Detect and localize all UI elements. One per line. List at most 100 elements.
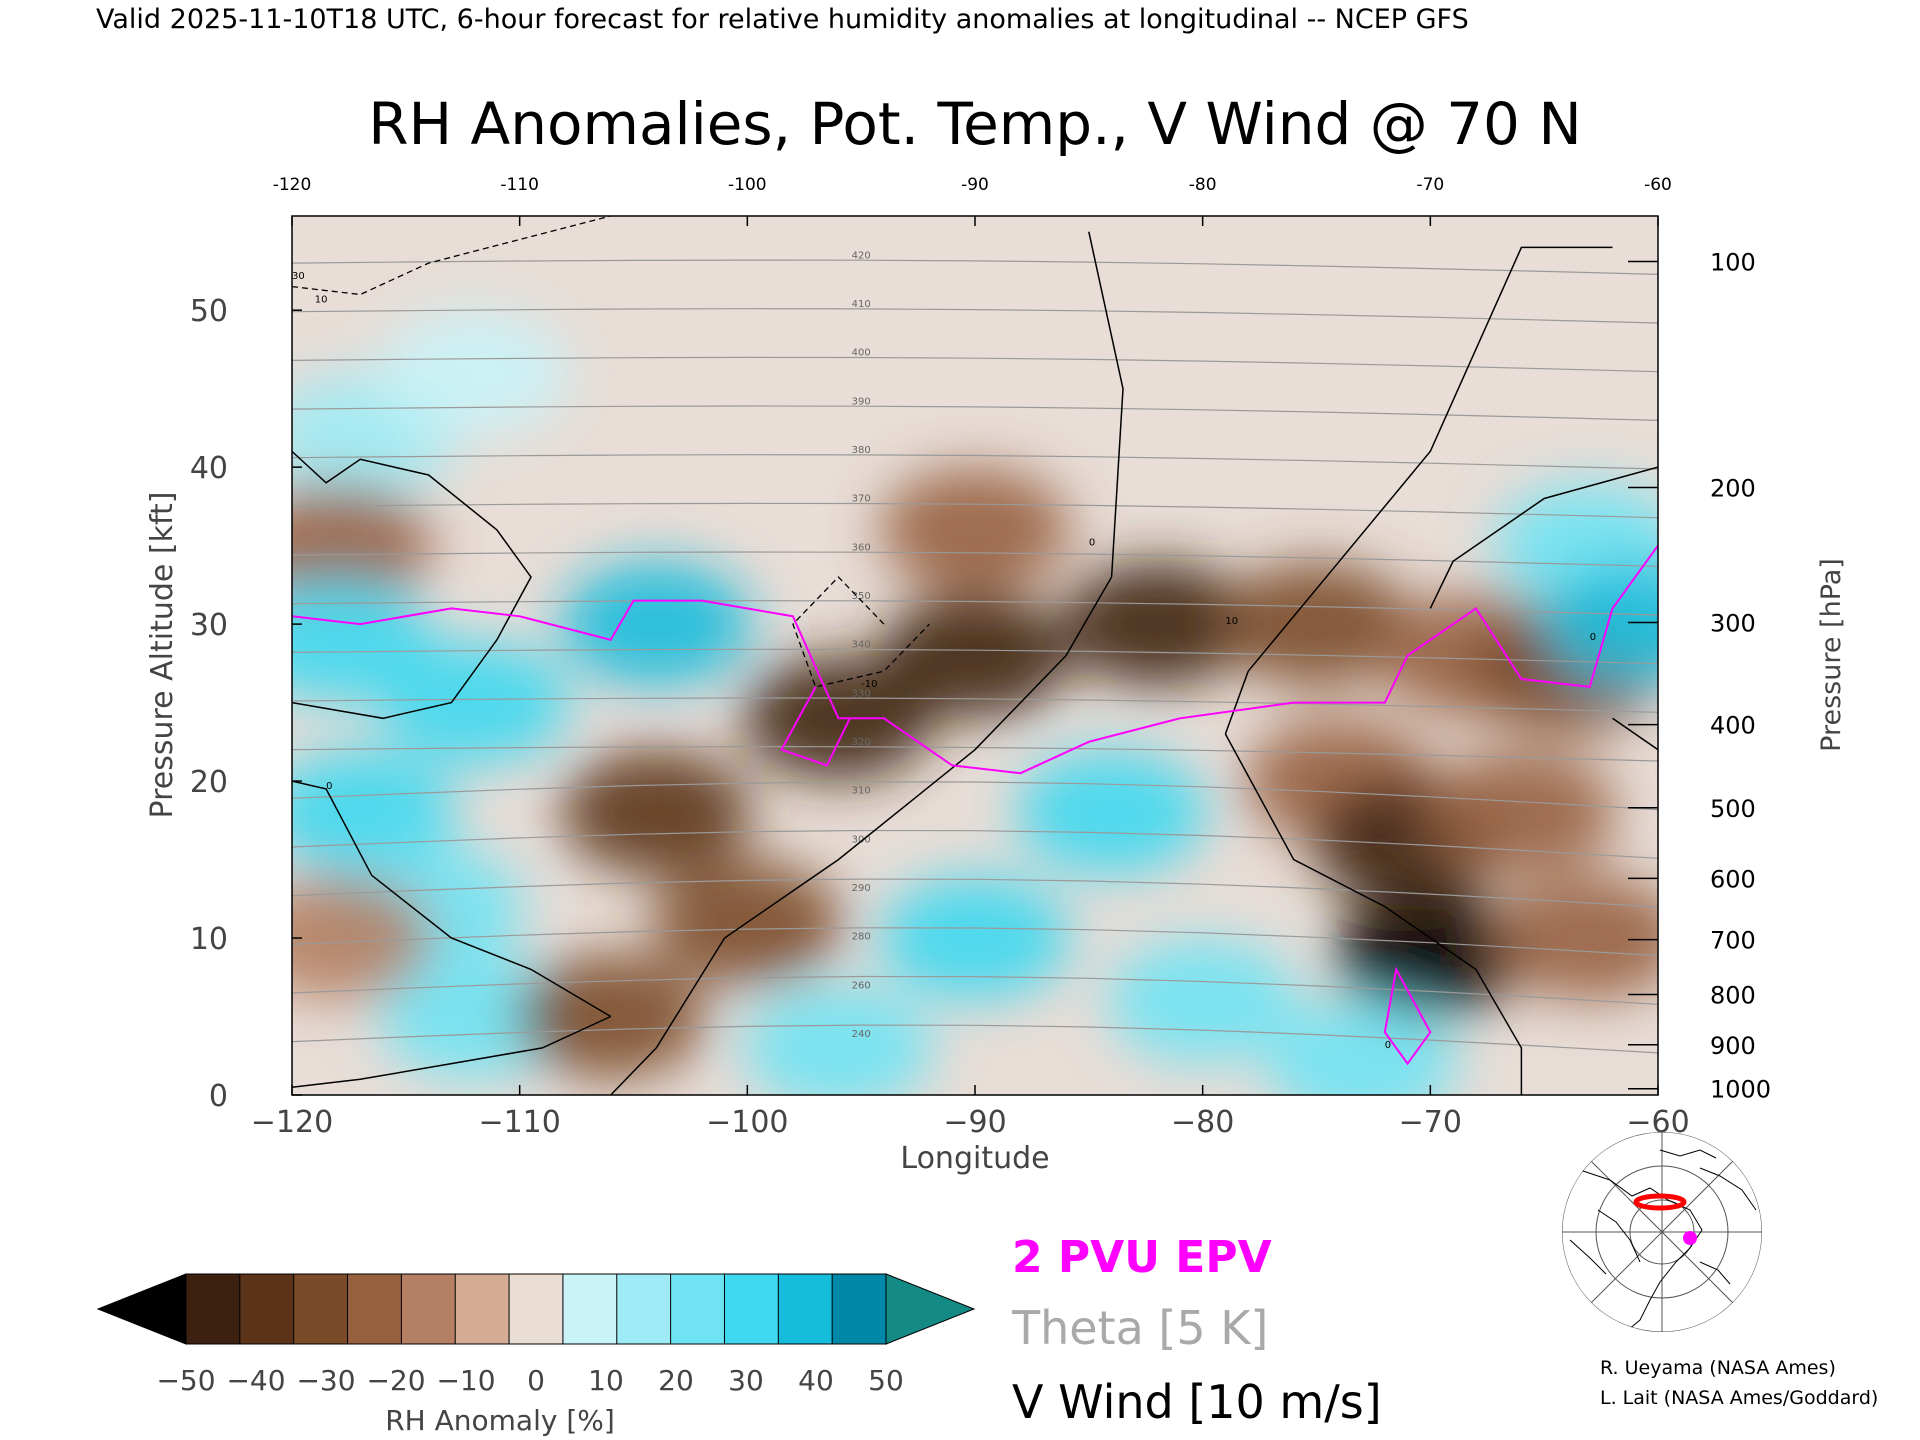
rh-anomaly-blob (1221, 562, 1412, 687)
v-wind-contour (1224, 246, 1613, 735)
colorbar-swatch (185, 1273, 241, 1345)
v-wind-contour-negative (292, 216, 611, 296)
y-tick-label: 10 (190, 922, 228, 957)
x-tick-label: −90 (943, 1105, 1006, 1140)
x-tick-label: −120 (251, 1105, 333, 1140)
v-wind-contour (1429, 466, 1658, 609)
pvu-closed-contour (1383, 966, 1432, 1066)
y-tick-label: 20 (190, 765, 228, 800)
colorbar-tick-label: 50 (868, 1364, 904, 1397)
rh-anomaly-blob (1107, 938, 1298, 1063)
rh-anomaly-blob (1062, 562, 1253, 687)
v-wind-contour-label: -10 (861, 679, 877, 690)
pvu-series-line (292, 545, 1658, 775)
rh-anomaly-blob (880, 876, 1070, 1001)
theta-contours: 4204104003903803703603503403303203103002… (292, 250, 1658, 1054)
y-tick-label: 50 (190, 294, 228, 329)
rh-anomaly-blob (379, 310, 570, 435)
v-wind-contour-label: 0 (1089, 538, 1095, 549)
pressure-tick-label: 500 (1710, 795, 1756, 823)
theta-contour-label: 240 (852, 1029, 871, 1040)
v-wind-contour (610, 576, 1113, 1095)
colorbar-over-triangle (885, 1273, 976, 1345)
theta-contour-label: 350 (852, 591, 871, 602)
theta-contour-label: 340 (852, 640, 871, 651)
x-tick-label: −70 (1399, 1105, 1462, 1140)
legend-vwind: V Wind [10 m/s] (1012, 1375, 1382, 1429)
pressure-tick-label: 300 (1710, 610, 1756, 638)
colorbar-swatch (831, 1273, 888, 1345)
v-wind-contour (292, 450, 532, 720)
rh-anomaly-blob (1267, 1001, 1458, 1095)
rh-anomaly-blob (292, 750, 456, 875)
theta-contour-label: 320 (852, 737, 871, 748)
rh-anomaly-blob (379, 640, 570, 765)
theta-contour (292, 745, 1658, 762)
pressure-tick-label: 900 (1710, 1032, 1756, 1060)
legend-pvu: 2 PVU EPV (1012, 1232, 1272, 1283)
theta-contour-label: 300 (852, 834, 871, 845)
rh-anomaly-blob (880, 593, 1070, 718)
x-tick-label: −60 (1626, 1105, 1689, 1140)
chart-title: RH Anomalies, Pot. Temp., V Wind @ 70 N (368, 90, 1582, 158)
v-wind-contour (1088, 231, 1124, 578)
pressure-tick-label: 200 (1710, 475, 1756, 503)
theta-contour (292, 405, 1658, 421)
theta-contour (292, 356, 1658, 373)
x-tick-label: −100 (706, 1105, 788, 1140)
colorbar-swatch (670, 1273, 726, 1345)
colorbar-swatch (616, 1273, 672, 1345)
colorbar-swatch (454, 1273, 511, 1345)
x-top-tick-label: -60 (1644, 175, 1672, 195)
v-wind-contour-negative (792, 576, 930, 688)
theta-contour-label: 310 (852, 786, 871, 797)
theta-contour-label: 290 (852, 883, 871, 894)
theta-contour-label: 410 (852, 299, 871, 310)
x-top-tick-label: -120 (273, 175, 312, 195)
rh-anomaly-blob (515, 954, 706, 1079)
theta-contour (292, 781, 1658, 811)
colorbar-swatch (723, 1273, 780, 1345)
theta-contour (292, 600, 1658, 616)
colorbar-tick-label: 0 (527, 1364, 545, 1397)
pressure-tick-label: 100 (1710, 249, 1756, 277)
rh-anomaly-blob (1016, 750, 1207, 875)
v-wind-contour (292, 780, 612, 1018)
colorbar-swatch (562, 1273, 618, 1345)
y-tick-label: 0 (209, 1079, 228, 1114)
pvu-contour (292, 545, 1658, 1066)
colorbar-tick-label: −10 (436, 1364, 495, 1397)
colorbar-tick-label: −40 (226, 1364, 285, 1397)
pressure-tick-label: 800 (1710, 982, 1756, 1010)
pressure-tick-label: 600 (1710, 865, 1756, 893)
rh-anomaly-blob (292, 876, 433, 1001)
colorbar-swatch (400, 1273, 457, 1345)
colorbar-tick-label: −30 (296, 1364, 355, 1397)
colorbar-swatch (347, 1273, 403, 1345)
theta-contour-label: 380 (852, 445, 871, 456)
x-top-tick-label: -110 (500, 175, 539, 195)
colorbar-swatch (239, 1273, 295, 1345)
theta-contour (292, 1024, 1658, 1054)
rh-anomaly-blob (561, 562, 752, 687)
rh-anomaly-blob (292, 483, 433, 608)
valid-time-header: Valid 2025-11-10T18 UTC, 6-hour forecast… (96, 4, 1469, 35)
x-top-tick-label: -80 (1189, 175, 1217, 195)
theta-contour-label: 390 (852, 396, 871, 407)
rh-anomaly-blob (561, 750, 752, 875)
rh-anomaly-blob (1540, 562, 1658, 687)
v-wind-contour (292, 1015, 612, 1088)
theta-contour-label: 260 (852, 980, 871, 991)
theta-contour-label: 330 (852, 688, 871, 699)
rh-anomaly-blob (1335, 891, 1526, 1016)
colorbar-swatch (293, 1273, 349, 1345)
rh-anomaly-blob (880, 467, 1070, 592)
x-top-tick-label: -70 (1416, 175, 1444, 195)
colorbar: −50 −40 −30 −20 −10 0 10 20 30 40 50 (96, 1273, 976, 1397)
colorbar-tick-label: 30 (728, 1364, 764, 1397)
v-wind-contour-label: 0 (1590, 632, 1596, 643)
x-top-tick-label: -100 (728, 175, 767, 195)
colorbar-tick-label: 20 (658, 1364, 694, 1397)
